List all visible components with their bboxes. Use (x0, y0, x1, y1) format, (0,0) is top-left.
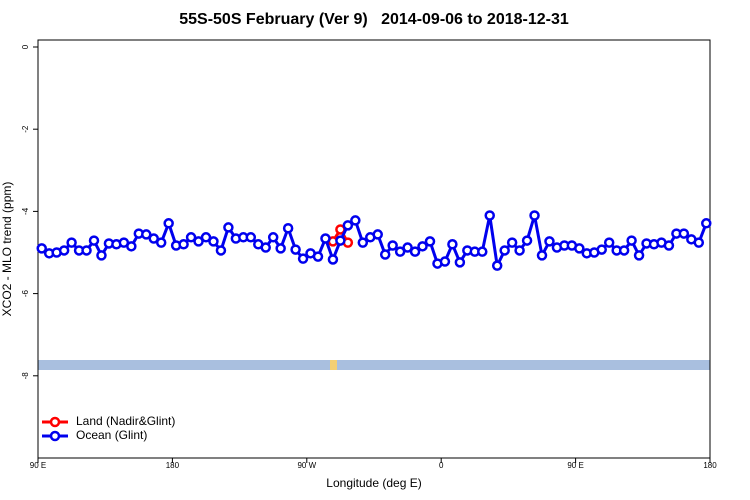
x-tick-label: 180 (166, 461, 180, 470)
x-tick-label: 0 (439, 461, 444, 470)
point (178, 239, 189, 250)
y-tick-label: -6 (21, 289, 30, 297)
point (417, 241, 428, 252)
point (267, 232, 279, 243)
point (96, 250, 107, 261)
point (141, 229, 152, 240)
point (603, 237, 615, 248)
point (514, 245, 525, 256)
point (350, 215, 361, 226)
point (379, 249, 391, 260)
point (529, 210, 540, 221)
point (163, 218, 174, 229)
land-patch (330, 360, 337, 370)
point (193, 236, 204, 247)
point (290, 244, 301, 255)
point (701, 218, 712, 229)
point (200, 232, 212, 243)
x-tick-label: 90 E (567, 461, 583, 470)
legend-marker (49, 416, 61, 428)
y-axis-label: XCO2 - MLO trend (ppm) (0, 182, 14, 317)
point (618, 245, 630, 256)
point (536, 250, 548, 261)
point (88, 235, 100, 246)
point (574, 243, 585, 254)
point (596, 244, 607, 255)
point (484, 210, 495, 221)
x-axis-label: Longitude (deg E) (326, 476, 421, 490)
point (245, 232, 257, 243)
y-tick-label: 0 (21, 44, 30, 49)
point (208, 236, 219, 247)
point (424, 236, 436, 247)
y-tick-label: -2 (21, 125, 30, 133)
point (491, 260, 503, 271)
point (260, 242, 271, 253)
point (215, 245, 227, 256)
point (185, 232, 197, 243)
point (58, 245, 70, 256)
point (297, 253, 309, 264)
point (282, 222, 294, 234)
point (312, 251, 324, 262)
point (663, 240, 675, 251)
legend-label: Ocean (Glint) (76, 428, 147, 442)
point (394, 246, 406, 257)
point (155, 237, 167, 248)
point (678, 228, 690, 239)
point (342, 220, 354, 231)
point (506, 237, 518, 248)
point (320, 233, 331, 244)
point (626, 235, 637, 246)
point (409, 246, 421, 257)
point (447, 239, 458, 250)
point (223, 222, 234, 233)
y-tick-label: -4 (21, 207, 30, 215)
y-tick-label: -8 (21, 372, 30, 380)
point (439, 256, 451, 267)
point (81, 245, 92, 256)
plot-frame (37, 39, 711, 459)
x-tick-label: 90 W (297, 461, 316, 470)
x-tick-label: 90 E (30, 461, 46, 470)
point (633, 250, 645, 261)
point (499, 245, 510, 256)
x-tick-label: 180 (703, 461, 717, 470)
point (387, 240, 398, 251)
point (275, 243, 286, 254)
point (36, 243, 47, 254)
point (335, 235, 346, 246)
point (477, 246, 488, 257)
point (66, 237, 77, 248)
point (544, 236, 555, 247)
point (372, 229, 383, 240)
point (402, 242, 413, 253)
legend-marker (49, 430, 61, 442)
point (693, 237, 705, 248)
point (357, 237, 369, 248)
point (521, 235, 533, 246)
point (126, 241, 137, 252)
point (148, 233, 159, 244)
chart-title: 55S-50S February (Ver 9) 2014-09-06 to 2… (179, 11, 569, 28)
surface-strip (38, 360, 710, 370)
point (327, 254, 339, 265)
legend-label: Land (Nadir&Glint) (76, 414, 175, 428)
point (454, 257, 466, 268)
